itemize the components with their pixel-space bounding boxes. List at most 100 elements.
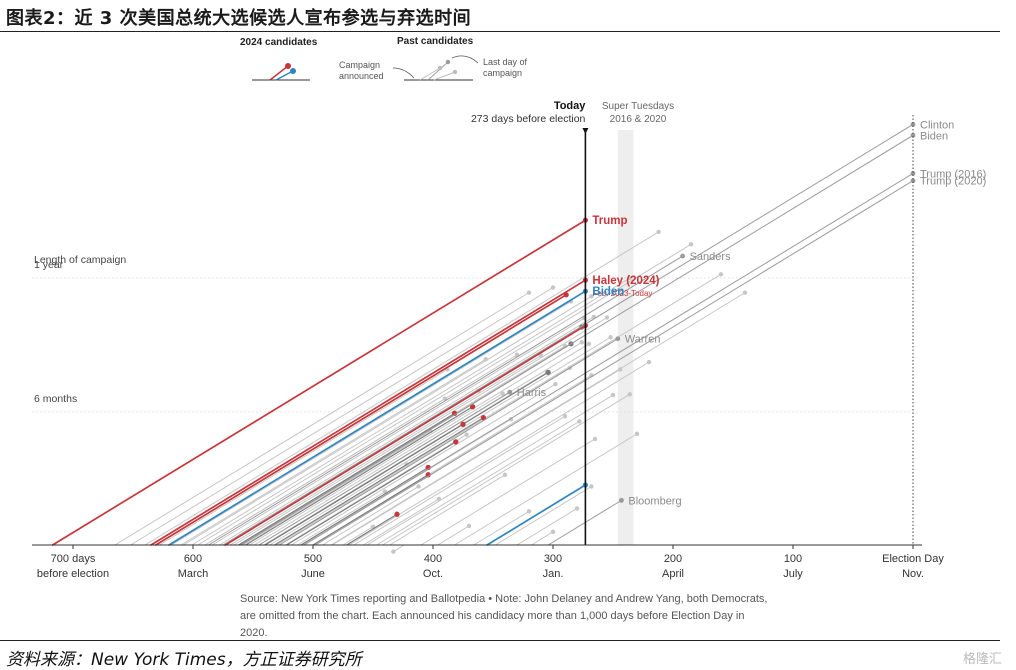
x-tick-sublabel: Jan. (543, 568, 564, 580)
gop-dropout-dot (460, 421, 466, 427)
candidate-sublabel: Feb. 2023-Today (592, 289, 652, 298)
past-campaign-line (274, 417, 484, 546)
past-campaign-line (269, 336, 612, 546)
campaign-line-trump-2020--end-dot (910, 178, 916, 184)
x-tick-sublabel: Nov. (902, 568, 924, 580)
super-tuesday-label-1: Super Tuesdays (602, 101, 674, 112)
today-label: Today (554, 100, 586, 112)
past-campaign-line (197, 243, 692, 546)
x-tick-label: 400 (424, 553, 442, 565)
past-campaign-line-end-dot (656, 229, 661, 235)
past-campaign-line-end-dot (500, 391, 505, 396)
past-campaign-line (376, 420, 580, 546)
past-campaign-line (296, 491, 386, 546)
x-tick-label: 100 (784, 553, 802, 565)
past-campaign-line-end-dot (589, 484, 594, 489)
past-campaign-line-end-dot (610, 392, 616, 398)
past-campaign-line-end-dot (718, 272, 724, 277)
past-campaign-line-end-dot (627, 275, 632, 281)
past-campaign-line-end-dot (608, 335, 613, 340)
gop-dropout-dot (453, 439, 459, 445)
legend-lastday-2: campaign (483, 68, 522, 78)
campaign-line-harris-end-dot (507, 389, 513, 395)
past-campaign-line (144, 231, 660, 546)
past-campaign-line (248, 341, 583, 546)
past-campaign-line-end-dot (502, 472, 508, 477)
past-campaign-line (191, 277, 631, 546)
past-campaign-line-end-dot (416, 484, 421, 489)
candidate-label: Trump (2016) (920, 168, 986, 180)
past-campaign-line (322, 485, 420, 546)
x-tick-sublabel: June (301, 568, 325, 580)
past-campaign-line (530, 531, 554, 546)
super-tuesday-band (617, 130, 634, 545)
legend: 2024 candidates Past candidates Campaign… (240, 36, 528, 81)
past-campaign-line-end-dot (464, 432, 469, 437)
past-campaign-line-end-dot (391, 549, 396, 554)
note-line-1: Source: New York Times reporting and Bal… (240, 593, 767, 605)
past-campaign-line (494, 485, 592, 546)
past-campaign-line (218, 316, 595, 546)
gop-dropout-dot (425, 464, 431, 471)
x-tick-sublabel: Oct. (423, 568, 443, 580)
x-tick-sublabel: April (662, 568, 684, 580)
past-campaign-line (253, 393, 504, 546)
past-campaign-line (300, 466, 429, 546)
campaign-line-warren (278, 338, 619, 546)
past-campaign-line-end-dot (646, 359, 652, 365)
past-campaign-line-end-dot (562, 414, 568, 419)
past-campaign-line (331, 368, 621, 546)
campaign-line-desantis (154, 293, 568, 546)
campaign-line-ramaswamy (224, 324, 587, 546)
past-campaign-line (204, 398, 446, 546)
candidate-label: Sanders (690, 251, 731, 263)
campaign-line-warren-end-dot (615, 336, 621, 342)
past-campaign-line-end-dot (589, 294, 594, 299)
x-tick-label: Election Day (882, 553, 944, 565)
past-campaign-line-end-dot (742, 290, 748, 295)
candidate-label: Biden (592, 286, 624, 298)
past-campaign-line-end-dot (466, 523, 472, 529)
past-campaign-line (276, 273, 722, 546)
campaign-line-trump-2016--end-dot (910, 170, 916, 176)
candidate-label: Harris (517, 387, 547, 399)
past-campaign-line (437, 525, 470, 546)
past-campaign-line (182, 295, 592, 546)
past-campaign-line (389, 474, 506, 546)
campaign-line-sanders (208, 255, 684, 546)
past-campaign-line (229, 355, 542, 546)
past-campaign-line (454, 433, 638, 546)
past-campaign-line (420, 438, 596, 546)
past-campaign-line (342, 526, 374, 546)
past-campaign-line (353, 415, 566, 546)
past-campaign-line-end-dot (545, 369, 551, 375)
x-tick-sublabel: July (783, 568, 803, 580)
gop-dropout-dot (470, 404, 476, 410)
x-tick-label: 200 (664, 553, 682, 565)
x-tick-sublabel: before election (37, 568, 109, 580)
past-campaign-line-end-dot (634, 431, 640, 437)
legend-current-title: 2024 candidates (240, 37, 318, 48)
legend-past-icon (392, 55, 479, 81)
past-campaign-line (382, 393, 631, 546)
past-campaign-line (304, 418, 512, 546)
gop-dropout-dot (425, 472, 431, 478)
today-marker (582, 128, 589, 134)
campaign-line-desantis-end-dot (563, 292, 569, 298)
figure-source: 资料来源：New York Times，方正证券研究所 (6, 650, 362, 670)
past-campaign-line (130, 287, 554, 546)
campaign-timeline-chart: Super Tuesdays 2016 & 2020 1 year 6 months… (32, 36, 986, 639)
past-campaign-line-end-dot (627, 392, 632, 397)
candidate-label: Trump (2020) (920, 176, 986, 188)
legend-announced-2: announced (339, 71, 384, 81)
past-campaign-line-end-dot (688, 242, 694, 247)
legend-announced-1: Campaign (339, 60, 380, 70)
campaign-line-trump-2016- (302, 172, 914, 546)
campaign-line-clinton (222, 123, 914, 546)
past-campaign-line (516, 507, 578, 546)
past-campaign-line-end-dot (586, 341, 592, 347)
past-campaign-line-end-dot (550, 529, 556, 535)
super-tuesday-label-2: 2016 & 2020 (610, 114, 667, 125)
past-campaign-line (330, 292, 746, 546)
figure-title: 图表2：近 3 次美国总统大选候选人宣布参选与弃选时间 (6, 8, 472, 29)
